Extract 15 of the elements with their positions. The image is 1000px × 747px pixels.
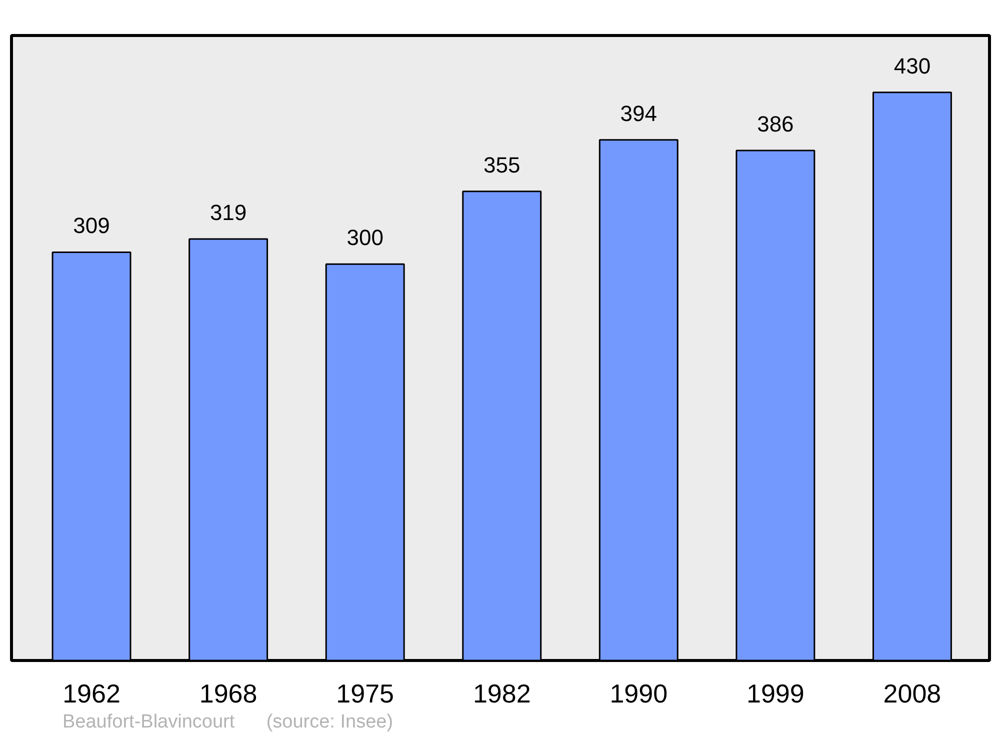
x-tick-label: 1990 <box>610 678 668 708</box>
data-label: 394 <box>620 100 658 126</box>
data-label: 309 <box>73 213 110 238</box>
x-tick-label: 1982 <box>472 678 531 708</box>
data-label: 386 <box>757 111 794 136</box>
data-label: 300 <box>346 225 384 250</box>
x-tick-label: 1962 <box>62 678 120 708</box>
data-label: 319 <box>210 200 247 225</box>
x-tick-label: 1975 <box>336 678 394 708</box>
data-label: 430 <box>894 53 931 78</box>
x-tick-label: 2008 <box>883 678 942 708</box>
x-tick-label: 1999 <box>746 678 804 708</box>
text: Beaufort-Blavincourt (source: Insee) <box>62 712 394 732</box>
data-label: 355 <box>484 152 520 178</box>
x-tick-label: 1968 <box>199 678 258 708</box>
